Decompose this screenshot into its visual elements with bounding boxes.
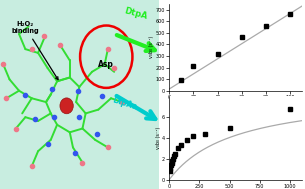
Text: H₂O₂
binding: H₂O₂ binding [12, 21, 58, 80]
Text: Asp: Asp [98, 60, 114, 69]
Circle shape [60, 98, 73, 114]
X-axis label: [H₂O₂] (μM): [H₂O₂] (μM) [222, 101, 249, 106]
Y-axis label: v₀b₀ (s⁻¹): v₀b₀ (s⁻¹) [149, 36, 154, 58]
Text: DtpA: DtpA [124, 6, 149, 21]
Y-axis label: v₀b₀ (s⁻¹): v₀b₀ (s⁻¹) [156, 127, 161, 149]
Text: DipAa: DipAa [111, 95, 138, 112]
